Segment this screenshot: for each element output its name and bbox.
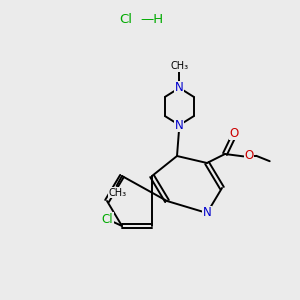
Text: Cl: Cl xyxy=(119,13,133,26)
Text: Cl: Cl xyxy=(102,213,113,226)
Text: O: O xyxy=(230,127,238,140)
Text: O: O xyxy=(244,149,253,162)
Text: CH₃: CH₃ xyxy=(108,188,126,197)
Text: N: N xyxy=(175,81,184,94)
Text: N: N xyxy=(175,118,184,132)
Text: N: N xyxy=(202,206,211,220)
Text: CH₃: CH₃ xyxy=(170,61,188,71)
Text: —H: —H xyxy=(140,13,163,26)
